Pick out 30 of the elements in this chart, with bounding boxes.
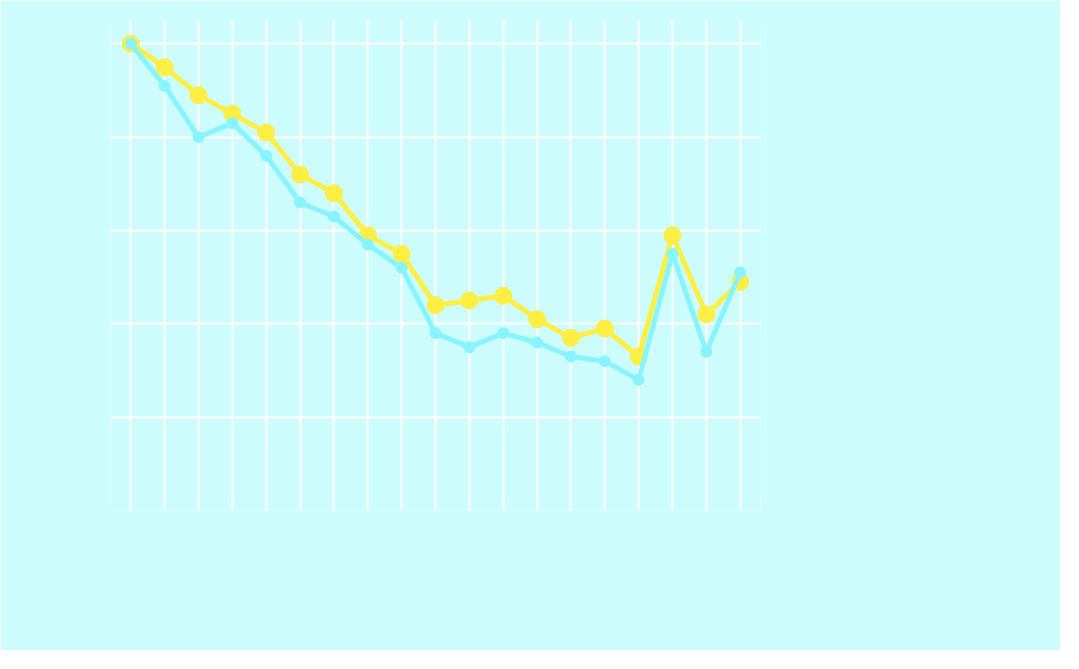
point [392,244,411,263]
point [697,305,716,324]
point [564,350,577,363]
point [531,336,544,349]
point [528,310,547,329]
point [189,86,208,105]
point [463,341,476,354]
point [561,328,580,347]
point [595,319,614,338]
point [324,184,343,203]
point [226,117,239,130]
point [429,327,442,340]
point [155,58,174,77]
point [497,327,510,340]
point [460,291,479,310]
point [632,373,645,386]
point [494,286,513,305]
point [361,238,374,251]
point [158,79,171,92]
point [257,123,276,142]
point [192,131,205,144]
point [395,261,408,274]
point [598,355,611,368]
point [663,226,682,245]
point [260,149,273,162]
point [291,165,310,184]
point [294,196,307,209]
point [327,210,340,223]
point [426,296,445,315]
point [734,266,747,279]
